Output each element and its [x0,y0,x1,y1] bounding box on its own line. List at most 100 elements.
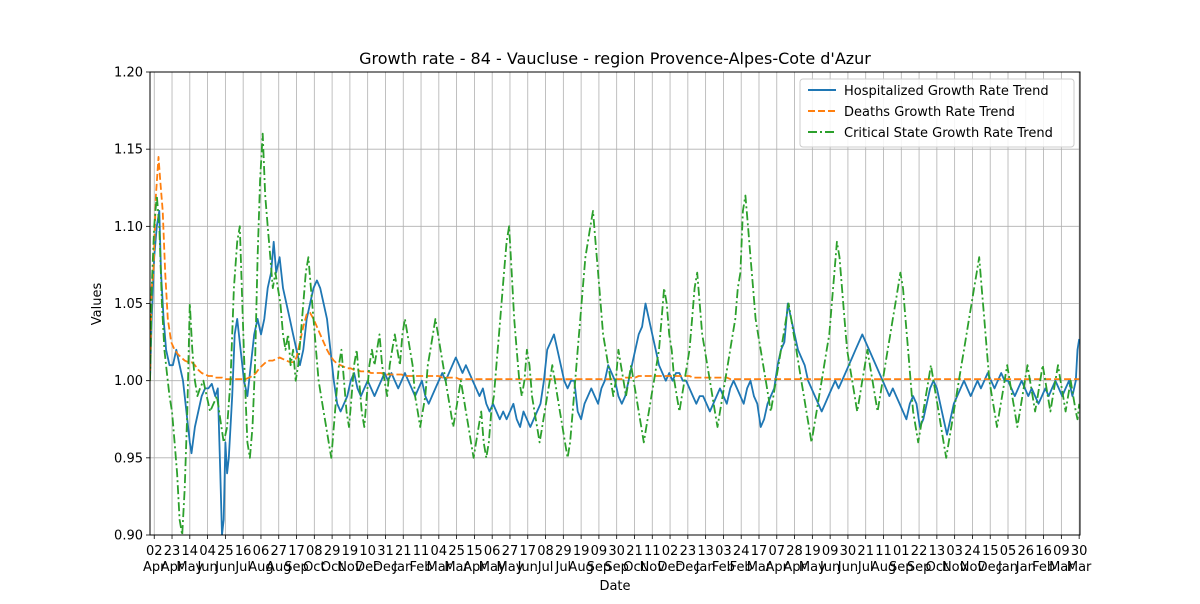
x-tick-month-label: Jun [819,560,840,575]
x-tick-month-label: May [497,560,524,575]
x-tick-month-label: Jan [392,560,413,575]
x-tick-day-label: 31 [377,544,394,559]
x-tick-day-label: 21 [626,544,643,559]
x-tick-day-label: 23 [680,544,697,559]
series-line-critical [150,132,1080,535]
x-tick-month-label: Sep [284,560,309,575]
x-tick-month-label: May [799,560,826,575]
y-axis-label: Values [90,283,105,326]
x-tick-day-label: 01 [893,544,910,559]
y-tick-label: 0.95 [114,451,143,466]
series-layer [150,132,1080,535]
x-tick-day-label: 25 [448,544,465,559]
x-tick-month-label: Jul [554,560,571,575]
x-tick-month-label: Sep [907,560,932,575]
x-tick-month-label: Apr [783,560,806,575]
y-tick-label: 1.05 [114,297,143,312]
x-tick-day-label: 23 [164,544,181,559]
legend-label-critical: Critical State Growth Rate Trend [844,126,1053,141]
y-tick-label: 1.00 [114,374,143,389]
x-tick-month-label: Mar [747,560,772,575]
x-tick-month-label: Nov [337,560,363,575]
x-tick-day-label: 13 [929,544,946,559]
x-tick-month-label: Dec [675,560,700,575]
x-tick-day-label: 11 [875,544,892,559]
x-tick-month-label: Feb [730,560,753,575]
x-tick-month-label: Aug [871,560,896,575]
plot-area: 0.900.951.001.051.101.151.20 02Apr23Apr1… [114,66,1092,576]
y-tick-label: 1.10 [114,220,143,235]
x-tick-day-label: 24 [733,544,750,559]
x-tick-month-label: Apr [161,560,184,575]
y-tick-label: 0.90 [114,529,143,544]
x-tick-day-label: 02 [662,544,679,559]
x-tick-month-label: Jun [837,560,858,575]
x-tick-month-label: Apr [143,560,166,575]
x-tick-month-label: Feb [410,560,433,575]
x-tick-day-label: 11 [644,544,661,559]
x-tick-day-label: 07 [769,544,786,559]
x-tick-day-label: 30 [608,544,625,559]
x-tick-day-label: 27 [502,544,519,559]
x-tick-day-label: 15 [466,544,483,559]
legend: Hospitalized Growth Rate Trend Deaths Gr… [799,78,1075,148]
x-tick-month-label: Apr [766,560,789,575]
x-tick-month-label: Oct [623,560,645,575]
x-tick-month-label: Apr [463,560,486,575]
x-tick-day-label: 19 [804,544,821,559]
x-tick-day-label: 30 [840,544,857,559]
legend-box [799,78,1075,148]
x-tick-month-label: May [176,560,203,575]
x-tick-day-label: 19 [573,544,590,559]
x-tick-day-label: 06 [484,544,501,559]
x-tick-day-label: 09 [822,544,839,559]
x-tick-day-label: 08 [306,544,323,559]
x-tick-day-label: 24 [964,544,981,559]
x-tick-month-label: Nov [960,560,986,575]
x-tick-day-label: 13 [697,544,714,559]
x-tick-month-label: Oct [303,560,325,575]
x-tick-day-label: 09 [1053,544,1070,559]
y-tick-label: 1.15 [114,143,143,158]
x-tick-day-label: 17 [751,544,768,559]
x-tick-month-label: Mar [444,560,469,575]
x-tick-month-label: Jun [196,560,217,575]
x-tick-day-label: 16 [1035,544,1052,559]
x-tick-day-label: 09 [591,544,608,559]
x-tick-month-label: Jan [1015,560,1036,575]
x-tick-day-label: 17 [519,544,536,559]
x-tick-day-label: 14 [182,544,199,559]
x-tick-day-label: 22 [911,544,928,559]
x-tick-month-label: Jul [537,560,554,575]
x-tick-day-label: 21 [857,544,874,559]
x-tick-day-label: 29 [324,544,341,559]
x-tick-month-label: Jun [214,560,235,575]
x-tick-day-label: 03 [946,544,963,559]
x-tick-day-label: 02 [146,544,163,559]
x-tick-month-label: Oct [926,560,948,575]
x-tick-day-label: 27 [270,544,287,559]
x-tick-month-label: Sep [889,560,914,575]
x-tick-month-label: Aug [568,560,593,575]
x-tick-day-label: 19 [342,544,359,559]
x-tick-month-label: Dec [355,560,380,575]
x-tick-day-label: 06 [253,544,270,559]
chart-title: Growth rate - 84 - Vaucluse - region Pro… [359,49,871,68]
x-tick-day-label: 08 [537,544,554,559]
x-tick-day-label: 29 [555,544,572,559]
x-tick-day-label: 16 [235,544,252,559]
x-tick-month-label: Mar [1067,560,1092,575]
x-tick-day-label: 17 [288,544,305,559]
x-tick-month-label: Dec [657,560,682,575]
x-tick-month-label: Aug [248,560,273,575]
x-tick-month-label: Nov [640,560,666,575]
x-tick-day-label: 28 [786,544,803,559]
x-axis-label: Date [599,579,630,594]
x-tick-month-label: Jun [517,560,538,575]
x-tick-day-label: 03 [715,544,732,559]
series-line-hospitalized [150,210,1080,535]
x-tick-day-label: 15 [982,544,999,559]
x-tick-month-label: Jan [997,560,1018,575]
x-tick-month-label: May [479,560,506,575]
